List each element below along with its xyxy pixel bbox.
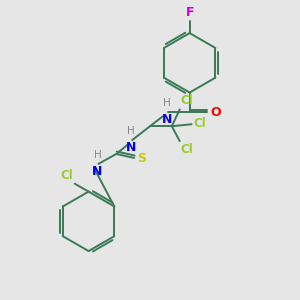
- Text: H: H: [163, 98, 171, 108]
- Text: S: S: [137, 152, 146, 165]
- Text: H: H: [127, 126, 135, 136]
- Text: O: O: [210, 106, 221, 119]
- Text: Cl: Cl: [181, 143, 194, 156]
- Text: Cl: Cl: [60, 169, 73, 182]
- Text: Cl: Cl: [194, 117, 206, 130]
- Text: F: F: [185, 6, 194, 19]
- Text: N: N: [92, 165, 103, 178]
- Text: N: N: [126, 141, 136, 154]
- Text: H: H: [94, 150, 101, 160]
- Text: N: N: [162, 113, 172, 126]
- Text: Cl: Cl: [181, 94, 194, 107]
